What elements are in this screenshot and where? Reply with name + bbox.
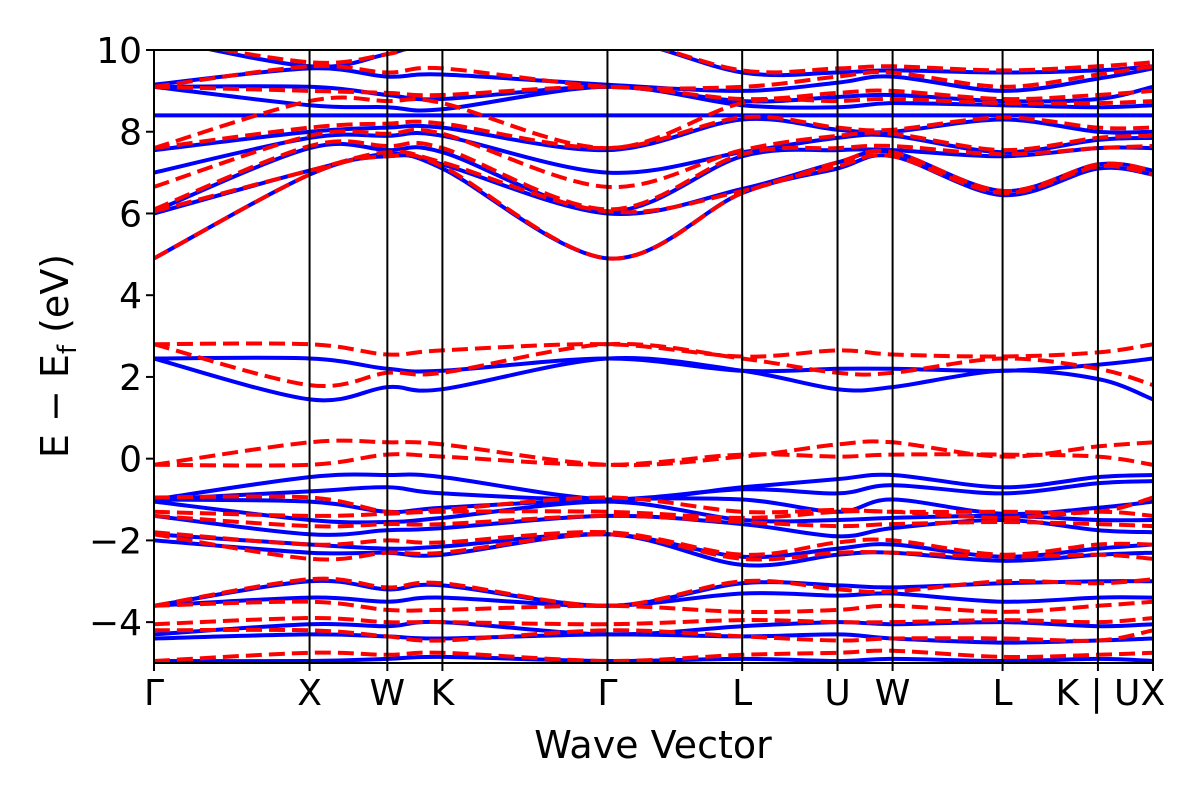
band-line-dashed <box>154 615 1153 627</box>
y-tick-label: 2 <box>119 358 142 399</box>
y-axis-label-unit: (eV) <box>33 254 77 345</box>
y-tick-label: −4 <box>89 603 142 644</box>
x-tick-label: W <box>875 673 911 714</box>
x-tick-label: X <box>297 673 322 714</box>
x-tick-label: X <box>1141 673 1166 714</box>
band-line-dashed <box>154 494 1153 515</box>
band-line-solid <box>154 496 1153 517</box>
y-axis-ticks: 10 8 6 4 2 0 −2 −4 <box>89 31 154 644</box>
band-line-dashed <box>154 341 1153 388</box>
y-tick-label: 0 <box>119 440 142 481</box>
band-line-dashed <box>154 513 1153 529</box>
bands-layer <box>154 50 1153 663</box>
x-tick-label: U <box>824 673 850 714</box>
band-line-solid <box>154 654 1153 663</box>
band-line-dashed <box>154 341 1153 359</box>
band-line-dashed <box>154 576 1153 608</box>
x-tick-label: L <box>993 673 1013 714</box>
band-line-solid <box>154 472 1153 502</box>
y-tick-label: −2 <box>89 521 142 562</box>
x-tick-label: Γ <box>144 673 164 714</box>
x-tick-label: K | U <box>1055 673 1140 714</box>
band-line-dashed <box>154 599 1153 615</box>
band-line-dashed <box>154 95 1153 151</box>
band-line-solid <box>154 66 1153 93</box>
band-line-dashed <box>154 509 1153 520</box>
x-tick-label: Γ <box>597 673 617 714</box>
band-line-dashed <box>154 627 1153 643</box>
y-tick-label: 6 <box>119 194 142 235</box>
band-line-dashed <box>154 438 1153 468</box>
k-point-lines <box>308 50 1099 663</box>
band-line-dashed <box>154 529 1153 557</box>
y-axis-label: E − Ef (eV) <box>33 254 83 458</box>
y-tick-label: 4 <box>119 276 142 317</box>
x-tick-label: L <box>732 673 752 714</box>
y-tick-label: 10 <box>96 31 142 72</box>
band-line-dashed <box>154 148 1153 215</box>
x-tick-label: W <box>370 673 406 714</box>
y-tick-label: 8 <box>119 113 142 154</box>
band-line-dashed <box>154 114 1153 151</box>
band-line-solid <box>154 355 1153 374</box>
band-line-solid <box>154 591 1153 608</box>
band-line-dashed <box>154 84 1153 102</box>
plot-frame <box>153 49 1154 664</box>
band-line-dashed <box>154 63 1153 91</box>
band-line-solid <box>154 131 1153 175</box>
band-line-solid <box>154 532 1153 568</box>
x-axis-label: Wave Vector <box>534 723 772 767</box>
axes-frame <box>153 49 1154 664</box>
band-line-solid <box>154 84 1153 113</box>
band-line-dashed <box>154 648 1153 663</box>
band-line-dashed <box>154 127 1153 189</box>
series-dashed <box>154 50 1153 663</box>
y-axis-label-main: E − E <box>33 354 77 458</box>
y-axis-label-subscript: f <box>53 344 83 354</box>
band-line-solid <box>154 619 1153 637</box>
band-line-dashed <box>212 50 1153 75</box>
x-tick-label: K <box>431 673 456 714</box>
